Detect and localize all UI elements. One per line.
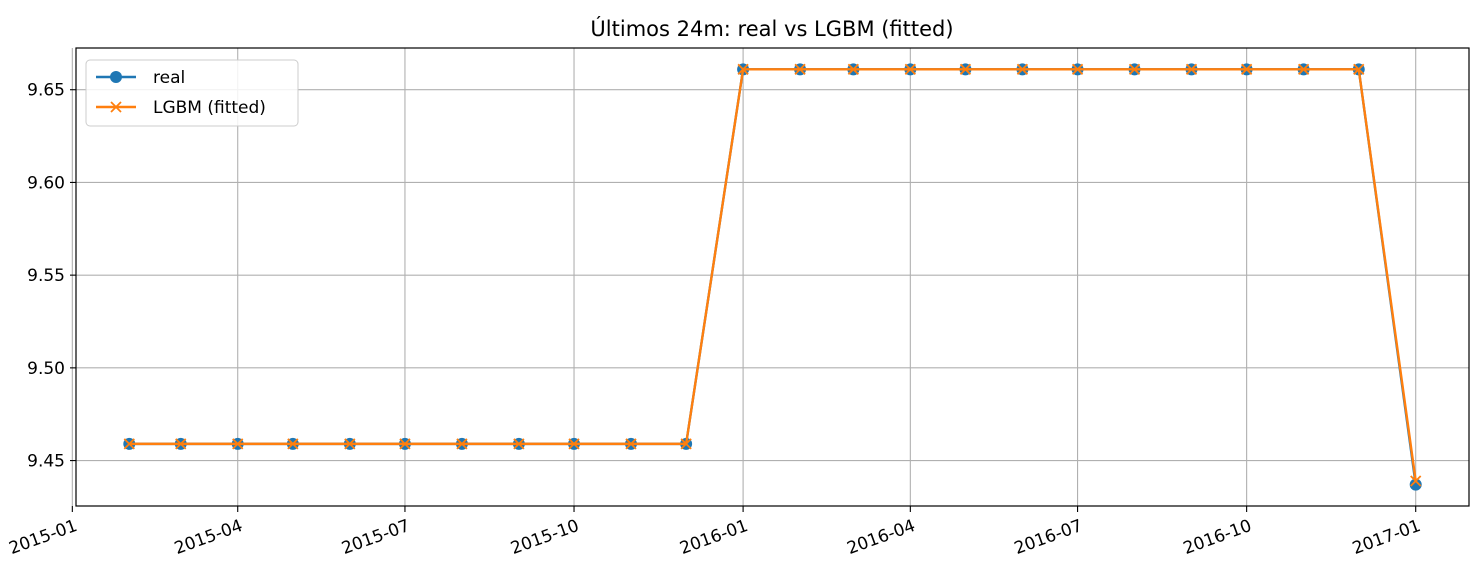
data-point xyxy=(625,438,637,450)
chart-title: Últimos 24m: real vs LGBM (fitted) xyxy=(590,16,953,41)
x-tick-label: 2017-01 xyxy=(1350,516,1424,559)
legend-label: real xyxy=(153,68,185,88)
x-tick-label: 2016-04 xyxy=(844,516,918,559)
series-line xyxy=(129,68,1417,482)
data-point xyxy=(1297,63,1310,75)
data-point xyxy=(344,438,356,450)
data-point xyxy=(123,438,135,450)
legend-marker xyxy=(110,71,122,83)
data-point xyxy=(175,438,187,450)
y-axis: 9.45 9.50 9.55 9.60 9.65 xyxy=(27,81,76,472)
data-point xyxy=(287,438,299,450)
y-tick-label: 9.50 xyxy=(27,359,65,379)
data-point xyxy=(456,438,468,450)
data-point xyxy=(794,63,806,75)
x-tick-label: 2016-07 xyxy=(1012,516,1086,559)
legend-box xyxy=(85,59,299,127)
x-tick-label: 2016-10 xyxy=(1181,516,1255,559)
series-1 xyxy=(123,63,1422,487)
data-point xyxy=(1353,63,1365,75)
data-point xyxy=(513,438,525,450)
data-point xyxy=(1409,478,1422,491)
plot-area xyxy=(123,63,1422,491)
series-line xyxy=(129,68,1417,485)
y-tick-label: 9.65 xyxy=(27,81,65,101)
data-point xyxy=(568,438,580,450)
data-point xyxy=(1185,63,1198,75)
x-axis: 2015-01 2015-04 2015-07 2015-10 2016-01 2016-… xyxy=(6,506,1423,559)
y-tick-label: 9.45 xyxy=(27,452,65,472)
y-tick-label: 9.60 xyxy=(27,173,65,193)
series-0 xyxy=(123,63,1422,491)
data-point xyxy=(1240,63,1253,75)
x-tick-label: 2015-10 xyxy=(508,516,582,559)
data-point xyxy=(1016,63,1029,75)
data-point xyxy=(959,63,972,75)
data-point xyxy=(1410,475,1422,487)
data-point xyxy=(232,438,244,450)
x-tick-label: 2015-07 xyxy=(339,516,413,559)
legend: real LGBM (fitted) xyxy=(85,59,299,127)
data-point xyxy=(737,63,749,75)
legend-marker xyxy=(110,101,122,113)
x-tick-label: 2015-01 xyxy=(6,516,80,559)
x-tick-label: 2016-01 xyxy=(677,516,751,559)
data-point xyxy=(847,63,859,75)
legend-label: LGBM (fitted) xyxy=(153,98,266,118)
y-tick-label: 9.55 xyxy=(27,266,65,286)
data-point xyxy=(904,63,916,75)
data-point xyxy=(1071,63,1084,75)
plot-frame xyxy=(75,47,1470,507)
data-point xyxy=(1128,63,1141,75)
data-point xyxy=(680,438,692,450)
x-tick-label: 2015-04 xyxy=(172,516,246,559)
data-point xyxy=(399,438,411,450)
grid xyxy=(71,48,1469,506)
